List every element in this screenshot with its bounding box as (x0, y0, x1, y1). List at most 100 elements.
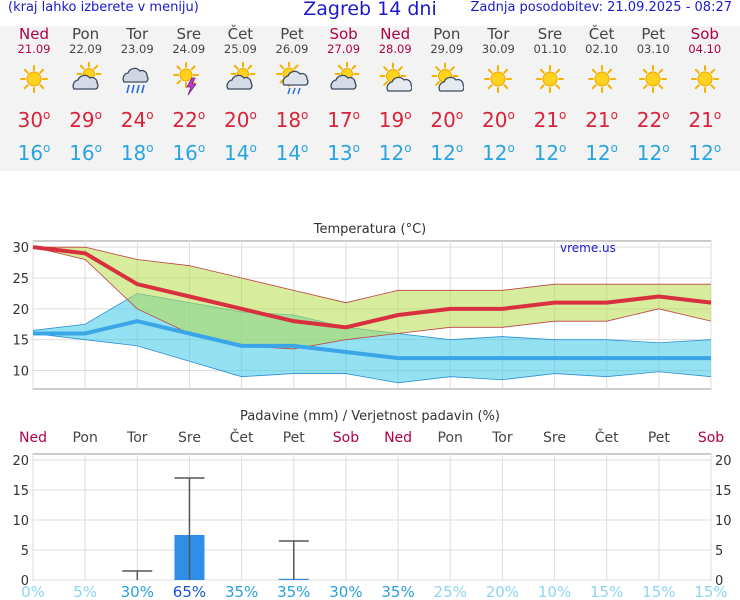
day-date: 21.09 (17, 42, 51, 56)
sun-cloud-icon (379, 62, 413, 92)
sun-cloud-icon (431, 62, 464, 92)
day-axis-label: Pon (72, 430, 97, 446)
day-axis-label: Ned (19, 430, 47, 446)
forecast-day: Tor 30.09 20o 12o (472, 26, 524, 165)
forecast-day: Čet 25.09 20o 14o (214, 25, 266, 165)
temp-max: 19o (378, 108, 412, 132)
y-tick-label: 5 (21, 544, 29, 559)
max-temp-line (32, 245, 712, 330)
precipitation-chart: Padavine (mm) / Verjetnost padavin (%) Ne… (12, 409, 732, 600)
day-date: 28.09 (378, 42, 412, 56)
y-tick-label-right: 10 (715, 514, 732, 529)
forecast-day: Pon 29.09 20o 12o (421, 26, 473, 164)
day-date: 23.09 (120, 42, 154, 56)
max-temp-band-lower (32, 246, 712, 350)
temp-max: 17o (327, 108, 360, 132)
temp-max: 21o (585, 108, 618, 132)
temp-min: 14o (223, 141, 257, 165)
day-axis-label: Čet (595, 428, 619, 446)
day-axis-label: Sob (333, 430, 359, 446)
day-name: Čet (227, 25, 254, 43)
forecast-day: Sre 01.10 21o 12o (524, 26, 576, 165)
day-axis-label: Tor (126, 430, 148, 446)
precip-probability: 15% (590, 583, 623, 600)
day-name: Sob (690, 25, 719, 43)
day-axis-label: Čet (230, 428, 254, 446)
day-date: 27.09 (327, 42, 361, 56)
page-title: Zagreb 14 dni (303, 0, 437, 20)
sun-icon (587, 65, 616, 93)
y-tick-label-right: 0 (715, 574, 723, 589)
temperature-chart: Temperatura (°C) 10 15 20 25 30 vreme.us (12, 222, 712, 390)
forecast-day: Tor 23.09 24o 18o (111, 25, 163, 165)
y-tick-label: 20 (12, 303, 29, 318)
y-tick-label: 30 (12, 241, 29, 256)
y-tick-label-right: 15 (715, 484, 732, 499)
temp-min: 12o (481, 141, 515, 165)
precip-probability: 35% (381, 583, 414, 600)
sun-icon (690, 65, 719, 93)
precip-probability: 35% (225, 583, 258, 600)
day-axis-label: Tor (491, 430, 513, 446)
precip-probability: 65% (173, 583, 206, 600)
day-axis-label: Pet (648, 430, 671, 446)
temp-min: 14o (275, 141, 309, 165)
precip-probability: 5% (73, 583, 97, 600)
temp-min: 12o (430, 141, 464, 165)
temp-max: 30o (17, 108, 51, 132)
precip-probability: 0% (21, 583, 45, 600)
forecast-day: Čet 02.10 21o 12o (576, 25, 628, 165)
day-axis-label: Sre (178, 430, 201, 446)
y-tick-label-right: 5 (715, 544, 723, 559)
temp-max: 21o (533, 108, 567, 132)
precip-error-bar (122, 570, 153, 580)
max-temp-band-upper (33, 246, 711, 304)
forecast-day: Pon 22.09 29o 16o (60, 25, 112, 165)
rain-cloud-icon (122, 67, 149, 94)
sun-shower-icon (276, 62, 309, 95)
y-tick-label: 10 (12, 514, 29, 529)
day-name: Ned (19, 25, 49, 43)
day-name: Čet (588, 25, 615, 43)
y-tick-label-right: 20 (715, 454, 732, 469)
min-temp-band-lower (32, 333, 712, 384)
plot-area (32, 453, 712, 581)
y-tick-label: 20 (12, 454, 29, 469)
day-date: 01.10 (533, 42, 567, 56)
y-tick-label: 10 (12, 365, 29, 380)
last-updated: Zadnja posodobitev: 21.09.2025 - 08:27 (470, 0, 732, 15)
temp-min: 16o (172, 141, 206, 165)
day-axis-label: Pon (438, 430, 463, 446)
precip-probability: 10% (538, 583, 571, 600)
day-axis-label: Sre (543, 430, 566, 446)
temperature-chart-title: Temperatura (°C) (313, 222, 426, 237)
day-name: Pon (433, 25, 461, 43)
day-date: 03.10 (636, 42, 670, 56)
temp-min: 18o (120, 141, 154, 165)
day-name: Pon (71, 25, 100, 43)
y-tick-label: 15 (12, 334, 29, 349)
sun-icon (484, 65, 513, 93)
temp-max: 20o (481, 108, 515, 132)
y-tick-label: 0 (21, 574, 29, 589)
day-name: Sob (329, 25, 358, 43)
day-name: Sre (176, 25, 202, 43)
precip-probability: 30% (329, 583, 362, 600)
day-date: 25.09 (223, 42, 257, 56)
temp-max: 21o (688, 108, 722, 132)
day-date: 26.09 (275, 42, 309, 56)
day-name: Tor (126, 25, 149, 43)
temp-max: 20o (223, 108, 257, 132)
day-name: Pet (641, 25, 665, 43)
temp-min: 16o (17, 141, 51, 165)
temp-max: 20o (430, 108, 464, 132)
temp-min: 12o (585, 141, 618, 165)
precip-probability: 15% (642, 583, 675, 600)
partly-cloudy-icon (226, 62, 256, 90)
temp-min: 12o (636, 141, 670, 165)
daily-forecast: Ned 21.09 30o 16o Pon 22.09 29o 16o Tor 23.09 2… (0, 26, 740, 171)
y-tick-label: 15 (12, 484, 29, 499)
forecast-day: Sre 24.09 22o 16o (163, 25, 215, 165)
min-temp-line (33, 319, 711, 361)
watermark: vreme.us (560, 241, 616, 255)
